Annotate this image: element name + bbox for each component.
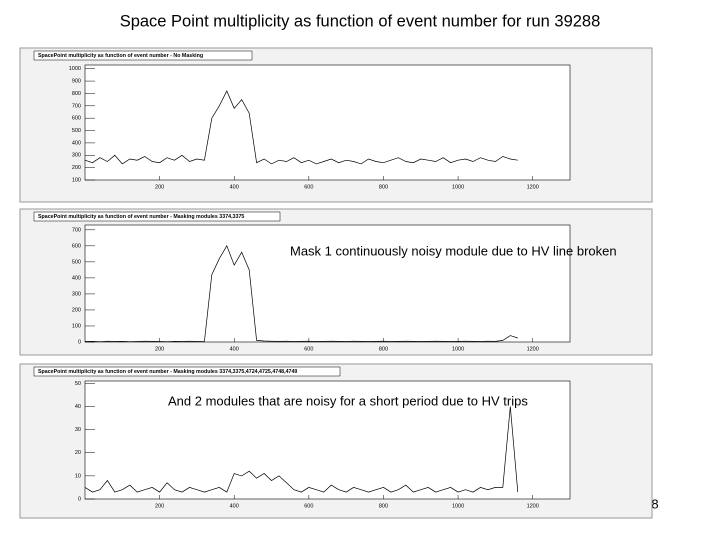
y-tick-label: 30 (75, 427, 81, 433)
annotation: Mask 1 continuously noisy module due to … (290, 243, 617, 258)
y-tick-label: 800 (72, 91, 81, 97)
y-tick-label: 0 (78, 496, 81, 502)
plot-title-box (33, 50, 253, 61)
y-tick-label: 500 (72, 128, 81, 134)
y-tick-label: 600 (72, 243, 81, 249)
x-tick-label: 600 (304, 503, 313, 509)
x-tick-label: 400 (230, 346, 239, 352)
y-tick-label: 40 (75, 404, 81, 410)
y-tick-label: 700 (72, 227, 81, 233)
y-tick-label: 10 (75, 473, 81, 479)
x-tick-label: 1000 (452, 503, 464, 509)
annotation: And 2 modules that are noisy for a short… (168, 393, 528, 408)
y-tick-label: 50 (75, 381, 81, 387)
plot-frame (84, 224, 571, 343)
x-tick-label: 200 (155, 503, 164, 509)
x-tick-label: 800 (379, 346, 388, 352)
plot-title: SpacePoint multiplicity as function of e… (38, 214, 244, 220)
plot-frame (84, 64, 571, 181)
x-tick-label: 1000 (452, 184, 464, 190)
x-tick-label: 1000 (452, 346, 464, 352)
x-tick-label: 600 (304, 184, 313, 190)
y-tick-label: 100 (72, 323, 81, 329)
y-tick-label: 600 (72, 116, 81, 122)
x-tick-label: 200 (155, 184, 164, 190)
plot-title-box (33, 366, 341, 377)
y-tick-label: 200 (72, 165, 81, 171)
x-tick-label: 600 (304, 346, 313, 352)
x-tick-label: 1200 (527, 346, 539, 352)
y-tick-label: 200 (72, 307, 81, 313)
y-tick-label: 1000 (69, 66, 81, 72)
y-tick-label: 100 (72, 177, 81, 183)
slide-title: Space Point multiplicity as function of … (120, 12, 601, 30)
y-tick-label: 300 (72, 153, 81, 159)
page-number: 8 (651, 496, 658, 511)
x-tick-label: 1200 (527, 184, 539, 190)
plot-frame (84, 380, 571, 500)
y-tick-label: 400 (72, 275, 81, 281)
y-tick-label: 500 (72, 259, 81, 265)
x-tick-label: 400 (230, 184, 239, 190)
y-tick-label: 0 (78, 339, 81, 345)
y-tick-label: 300 (72, 291, 81, 297)
plot-title: SpacePoint multiplicity as function of e… (38, 369, 297, 375)
data-line (84, 244, 518, 343)
x-tick-label: 800 (379, 184, 388, 190)
y-tick-label: 400 (72, 140, 81, 146)
y-tick-label: 700 (72, 103, 81, 109)
data-line (84, 406, 519, 493)
x-tick-label: 1200 (527, 503, 539, 509)
plot-title: SpacePoint multiplicity as function of e… (38, 53, 203, 59)
x-tick-label: 400 (230, 503, 239, 509)
x-tick-label: 800 (379, 503, 388, 509)
y-tick-label: 20 (75, 450, 81, 456)
plot-title-box (33, 211, 281, 222)
x-tick-label: 200 (155, 346, 164, 352)
data-line (84, 90, 518, 165)
y-tick-label: 900 (72, 79, 81, 85)
